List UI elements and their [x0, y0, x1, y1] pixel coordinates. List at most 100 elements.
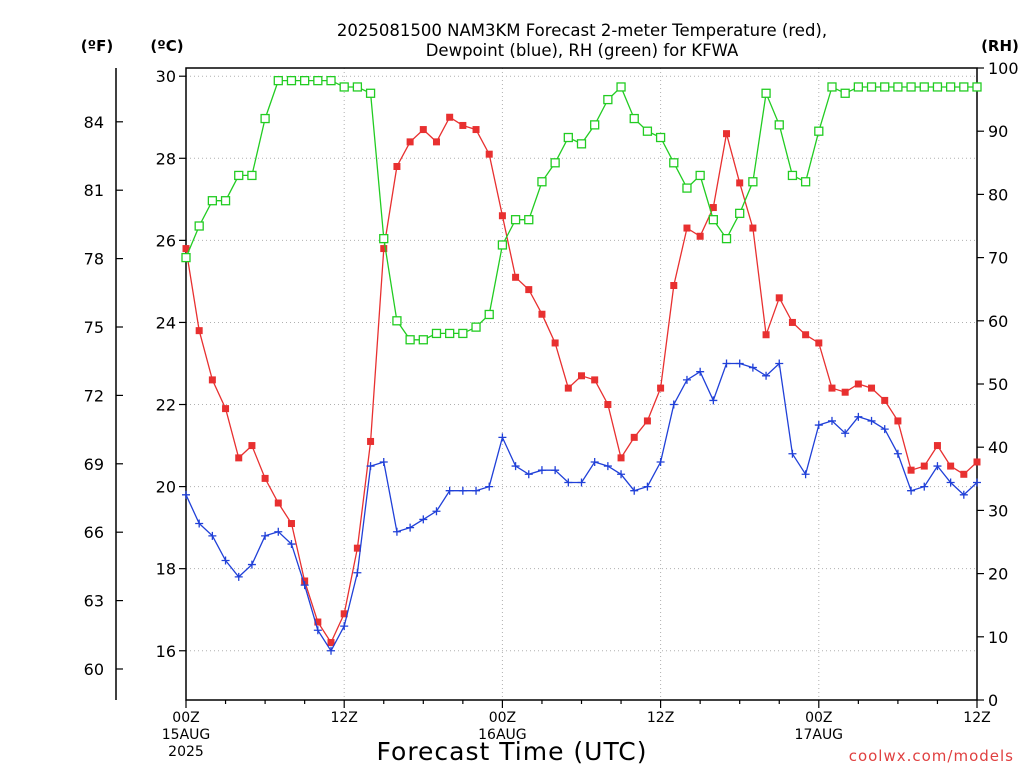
2-meter-temperature-point	[868, 384, 876, 392]
tick-label-layer: 16 18 20 22 24 26 28 30 60 63 66 69 72 75 78 81 84 0 10 20 3…	[84, 59, 1019, 760]
2-meter-temperature-point	[261, 474, 269, 482]
rh-point	[220, 196, 231, 206]
dewpoint-point	[485, 482, 494, 491]
rh-point	[682, 183, 692, 193]
rh-point	[458, 328, 468, 339]
2-meter-temperature-point	[723, 130, 731, 138]
rh-point	[299, 75, 310, 86]
2-meter-temperature-point	[301, 577, 309, 585]
2-meter-temperature-point	[973, 458, 981, 466]
x-tick-label: 16AUG	[478, 727, 527, 743]
dewpoint-point	[854, 412, 863, 421]
credit-text: coolwx.com/models	[849, 747, 1014, 765]
rh-point	[748, 177, 758, 187]
2-meter-temperature-point	[314, 618, 322, 626]
celsius-tick-label: 20	[156, 478, 176, 497]
chart-title-line1: 2025081500 NAM3KM Forecast 2-meter Tempe…	[337, 21, 827, 40]
dewpoint-point	[682, 375, 691, 384]
2-meter-temperature-point	[854, 380, 862, 388]
rh-point	[537, 177, 547, 187]
2-meter-temperature-point	[670, 282, 678, 290]
2-meter-temperature-point	[353, 544, 361, 552]
x-tick-label: 00Z	[489, 710, 516, 726]
rh-point	[247, 170, 257, 181]
axis-layer	[115, 67, 984, 708]
x-tick-label: 00Z	[805, 710, 832, 726]
2-meter-temperature-point	[472, 126, 480, 134]
dewpoint-point	[722, 359, 731, 368]
2-meter-temperature-point	[788, 318, 796, 326]
rh-tick-label: 90	[988, 122, 1008, 141]
2-meter-temperature-point	[367, 437, 375, 445]
fahrenheit-tick-label: 72	[84, 386, 104, 405]
2-meter-temperature-point	[775, 294, 783, 302]
2-meter-temperature-point	[419, 126, 427, 134]
2-meter-temperature-point	[208, 376, 216, 384]
rh-point	[827, 82, 837, 92]
2-meter-temperature-point	[406, 138, 414, 146]
rh-point	[959, 82, 969, 92]
dewpoint-point	[762, 371, 771, 380]
2-meter-temperature-point	[736, 179, 744, 187]
2-meter-temperature-point	[235, 454, 243, 462]
rh-tick-label: 20	[988, 565, 1008, 584]
dewpoint-point	[656, 457, 665, 466]
2-meter-temperature-point	[894, 417, 902, 425]
2-meter-temperature-point	[551, 339, 559, 347]
rh-unit-label: (RH)	[981, 37, 1019, 55]
rh-point	[313, 75, 323, 86]
2-meter-temperature-point	[578, 372, 585, 380]
fahrenheit-unit-label: (ºF)	[81, 37, 113, 55]
dewpoint-point	[445, 486, 454, 495]
rh-point	[603, 94, 613, 105]
dewpoint-point	[630, 486, 639, 495]
2-meter-temperature-line	[185, 116, 978, 644]
rh-point	[418, 335, 428, 345]
rh-tick-label: 70	[988, 249, 1008, 268]
x-tick-label: 15AUG	[162, 727, 211, 743]
dewpoint-point	[247, 560, 256, 569]
dewpoint-point	[801, 470, 810, 479]
dewpoint-point	[537, 466, 546, 475]
dewpoint-point	[696, 367, 705, 376]
rh-point	[629, 113, 639, 124]
dewpoint-point	[221, 556, 230, 565]
rh-point	[840, 88, 850, 98]
x-tick-label: 00Z	[172, 710, 199, 726]
dewpoint-point	[524, 470, 533, 479]
dewpoint-point	[788, 449, 797, 458]
dewpoint-line	[185, 362, 978, 653]
2-meter-temperature-point	[459, 121, 467, 129]
2-meter-temperature-point	[920, 462, 928, 470]
2-meter-temperature-point	[802, 331, 810, 339]
celsius-tick-label: 30	[156, 67, 176, 86]
celsius-tick-label: 16	[156, 642, 176, 661]
celsius-tick-label: 22	[156, 396, 176, 415]
dewpoint-point	[775, 359, 784, 368]
2-meter-temperature-point	[393, 162, 401, 170]
dewpoint-point	[590, 457, 599, 466]
dewpoint-point	[669, 400, 678, 409]
dewpoint-point	[933, 462, 942, 471]
chart-title-line2: Dewpoint (blue), RH (green) for KFWA	[426, 41, 739, 60]
dewpoint-point	[551, 466, 560, 475]
dewpoint-point	[287, 540, 296, 549]
2-meter-temperature-point	[222, 405, 230, 413]
dewpoint-point	[577, 478, 586, 487]
2-meter-temperature-point	[604, 401, 612, 409]
rh-point	[260, 113, 270, 124]
2-meter-temperature-point	[182, 245, 190, 253]
rh-point	[365, 88, 376, 98]
2-meter-temperature-point	[248, 442, 256, 450]
rh-point	[655, 132, 666, 143]
2-meter-temperature-point	[828, 384, 836, 392]
dewpoint-point	[432, 507, 441, 516]
x-tick-label: 17AUG	[795, 727, 844, 743]
rh-point	[721, 233, 732, 244]
dewpoint-point	[946, 478, 955, 487]
2-meter-temperature-point	[498, 212, 506, 220]
2-meter-temperature-point	[380, 245, 388, 253]
rh-point	[286, 75, 297, 86]
2-meter-temperature-point	[933, 442, 941, 450]
